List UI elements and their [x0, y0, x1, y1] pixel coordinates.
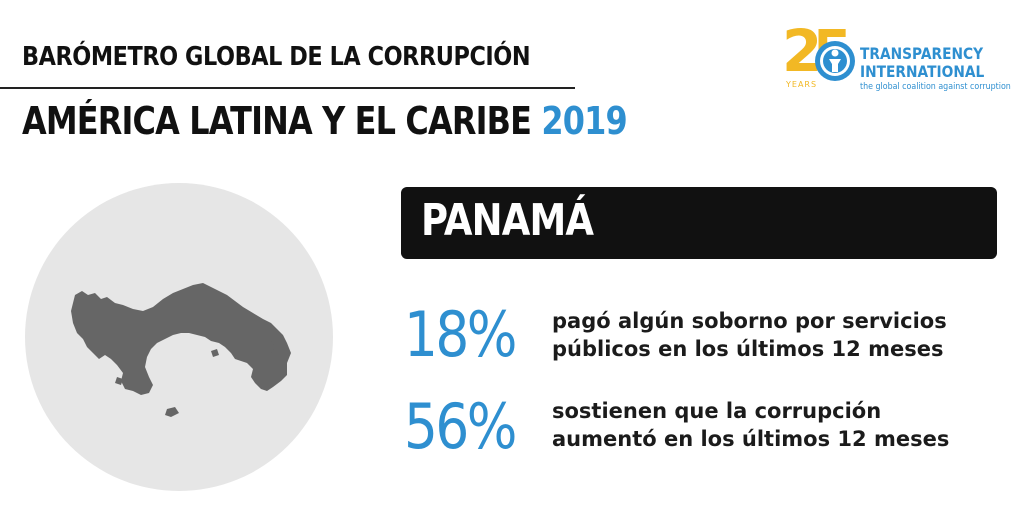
country-name: PANAMÁ: [421, 195, 594, 246]
stat-value: 56%: [404, 390, 517, 463]
logo-line-1: TRANSPARENCY: [860, 44, 984, 63]
stat-description-line: pagó algún soborno por servicios: [552, 309, 947, 333]
stat-description-line: aumentó en los últimos 12 meses: [552, 427, 950, 451]
stat-value: 18%: [404, 298, 517, 371]
region-name: AMÉRICA LATINA Y EL CARIBE: [22, 99, 532, 143]
panama-map-icon: [71, 283, 291, 417]
header-region: AMÉRICA LATINA Y EL CARIBE 2019: [22, 99, 628, 143]
stat-description-line: sostienen que la corrupción: [552, 399, 882, 423]
logo-tagline: the global coalition against corruption: [860, 82, 1011, 92]
country-banner: PANAMÁ: [401, 187, 997, 259]
logo-line-2: INTERNATIONAL: [860, 62, 985, 81]
globe-person-icon: [815, 41, 855, 81]
header-divider: [0, 87, 575, 89]
transparency-international-logo: 25 YEARS TRANSPARENCY INTERNATIONAL the …: [782, 22, 1011, 102]
logo-years-label: YEARS: [786, 80, 818, 89]
stat-description: pagó algún soborno por servicios público…: [552, 307, 992, 363]
header-title: BARÓMETRO GLOBAL DE LA CORRUPCIÓN: [22, 42, 531, 72]
stat-description: sostienen que la corrupción aumentó en l…: [552, 397, 992, 453]
stat-description-line: públicos en los últimos 12 meses: [552, 337, 944, 361]
region-year: 2019: [541, 99, 627, 143]
